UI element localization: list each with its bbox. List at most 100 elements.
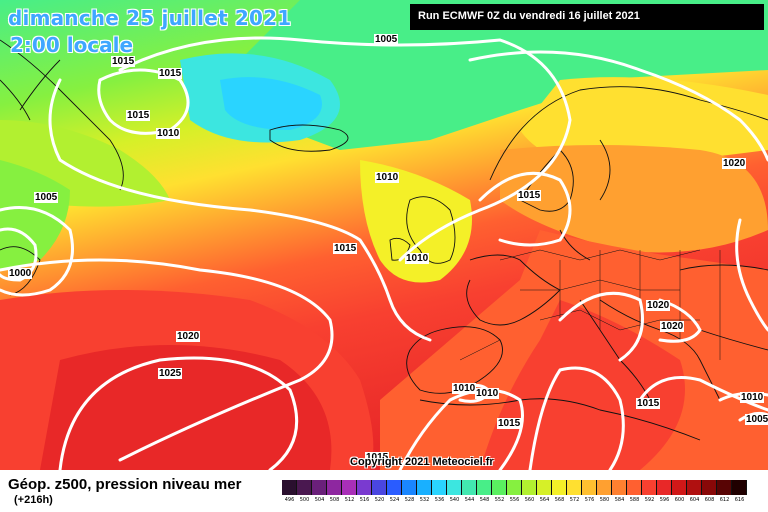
newfoundland-coast (0, 246, 41, 296)
scandinavia-coast (489, 86, 768, 261)
scale-value-label: 592 (644, 497, 655, 503)
scale-swatch (477, 480, 492, 495)
scale-value-label: 516 (359, 497, 370, 503)
scale-value-label: 556 (509, 497, 520, 503)
scale-swatch (537, 480, 552, 495)
scale-value-label: 564 (539, 497, 550, 503)
band-556-low (0, 160, 70, 270)
isobar-label: 1010 (475, 388, 500, 399)
scale-value-label: 544 (464, 497, 475, 503)
band-568-uk (360, 160, 472, 283)
scale-swatch (447, 480, 462, 495)
scale-swatch (567, 480, 582, 495)
scale-value-label: 500 (299, 497, 310, 503)
isobar-label: 1010 (405, 253, 430, 264)
isobar-1020-alps (558, 291, 644, 362)
scale-swatch (282, 480, 297, 495)
scale-swatch (582, 480, 597, 495)
scale-value-label: 532 (419, 497, 430, 503)
isobar-label: 1015 (111, 56, 136, 67)
scale-value-label: 540 (449, 497, 460, 503)
country-borders (459, 249, 721, 361)
legend-subtitle: (+216h) (14, 494, 53, 506)
scale-value-label: 584 (614, 497, 625, 503)
scale-swatch (687, 480, 702, 495)
scale-value-label: 536 (434, 497, 445, 503)
scale-value-label: 524 (389, 497, 400, 503)
map-canvas (0, 0, 768, 470)
isobar-1020-east (735, 218, 768, 332)
weather-map (0, 0, 768, 470)
scale-value-label: 520 (374, 497, 385, 503)
scale-swatch (597, 480, 612, 495)
scale-swatch (552, 480, 567, 495)
scale-swatch (342, 480, 357, 495)
scale-swatch (522, 480, 537, 495)
scale-swatch (312, 480, 327, 495)
black-sea-coast (679, 264, 768, 351)
isobar-1015-italy (528, 366, 625, 470)
isobar-label: 1015 (517, 190, 542, 201)
scale-value-label: 572 (569, 497, 580, 503)
legend-bar: Géop. z500, pression niveau mer (+216h) … (0, 470, 768, 512)
scale-swatch (297, 480, 312, 495)
scale-value-label: 504 (314, 497, 325, 503)
scale-swatch (627, 480, 642, 495)
isobar-1020-west (0, 258, 334, 462)
isobar-1000 (0, 227, 38, 282)
scale-swatch (672, 480, 687, 495)
isobar-label: 1020 (722, 158, 747, 169)
scale-value-label: 608 (704, 497, 715, 503)
isobar-label: 1010 (452, 383, 477, 394)
scale-value-label: 552 (494, 497, 505, 503)
isobar-label: 1020 (660, 321, 685, 332)
iceland-coast (269, 124, 349, 152)
isobar-label: 1005 (374, 34, 399, 45)
scale-swatch (657, 480, 672, 495)
scale-swatch (642, 480, 657, 495)
band-536 (220, 77, 322, 130)
scale-value-label: 508 (329, 497, 340, 503)
band-592-italy (480, 300, 685, 470)
isobar-label: 1015 (636, 398, 661, 409)
isobar-label: 1015 (333, 243, 358, 254)
model-run-info: Run ECMWF 0Z du vendredi 16 juillet 2021 (410, 4, 764, 30)
isobar-label: 1000 (8, 268, 33, 279)
scale-value-label: 528 (404, 497, 415, 503)
scale-swatch (732, 480, 747, 495)
copyright-text: Copyright 2021 Meteociel.fr (350, 456, 494, 468)
isobar-label: 1010 (375, 172, 400, 183)
isobar-1015-turkey (638, 376, 768, 412)
legend-title: Géop. z500, pression niveau mer (8, 476, 242, 493)
isobar-label: 1015 (126, 110, 151, 121)
scale-swatch (717, 480, 732, 495)
scale-value-label: 496 (284, 497, 295, 503)
isobar-label: 1020 (176, 331, 201, 342)
greenland-coast (0, 39, 124, 191)
forecast-date: dimanche 25 juillet 2021 (8, 6, 292, 30)
scale-value-label: 600 (674, 497, 685, 503)
isobar-1020-balkan (658, 298, 702, 343)
scale-swatch (402, 480, 417, 495)
isobar-label: 1025 (158, 368, 183, 379)
scale-swatch (702, 480, 717, 495)
scale-swatch (372, 480, 387, 495)
scale-value-label: 568 (554, 497, 565, 503)
isobar-label: 1010 (156, 128, 181, 139)
scale-value-label: 612 (719, 497, 730, 503)
scale-value-label: 588 (629, 497, 640, 503)
band-596-atlantic (40, 345, 332, 470)
great-britain-coast (406, 196, 456, 264)
forecast-time: 2:00 locale (10, 33, 134, 57)
isobars (0, 36, 768, 470)
scale-value-label: 512 (344, 497, 355, 503)
isobar-label: 1015 (365, 452, 390, 463)
isobar-label: 1005 (34, 192, 59, 203)
scale-swatch (387, 480, 402, 495)
scale-swatch (612, 480, 627, 495)
scale-value-label: 596 (659, 497, 670, 503)
scale-swatch (507, 480, 522, 495)
scale-value-label: 580 (599, 497, 610, 503)
isobar-1015-west (48, 78, 432, 342)
isobar-label: 1015 (158, 68, 183, 79)
